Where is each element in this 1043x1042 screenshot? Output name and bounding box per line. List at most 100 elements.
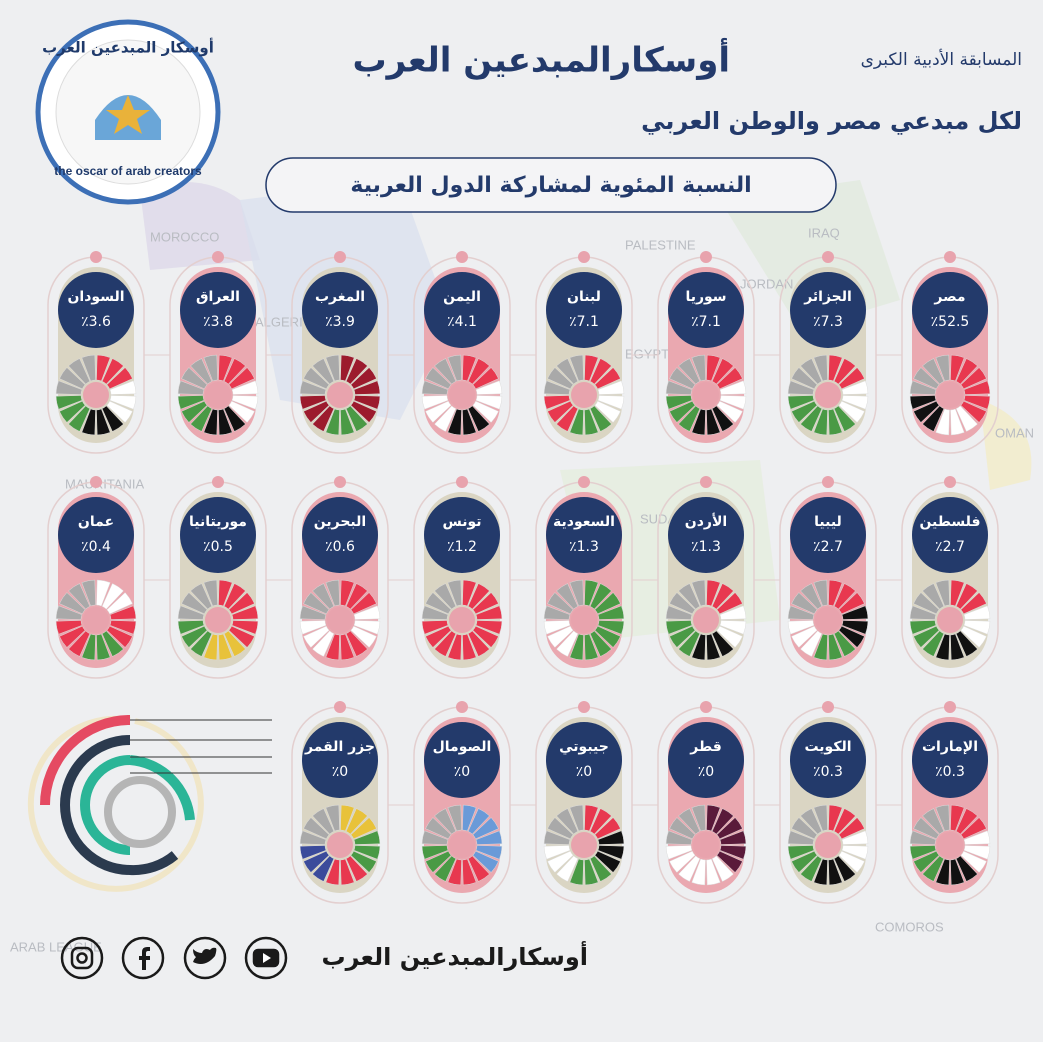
flag-segment	[462, 804, 477, 832]
flag-segment	[963, 605, 991, 620]
instagram-icon[interactable]	[60, 936, 104, 980]
twitter-icon[interactable]	[183, 936, 227, 980]
flag-segment	[231, 605, 259, 620]
flag-segment	[228, 592, 255, 615]
flag-segment	[597, 380, 625, 395]
name-badge	[668, 497, 744, 573]
flag-segment	[181, 400, 208, 423]
heading: النسبة المئوية لمشاركة الدول العربية	[350, 173, 751, 198]
flag-segment	[569, 408, 584, 436]
flag-segment	[345, 358, 368, 385]
country-name: عمان	[78, 514, 114, 530]
country-name: الأردن	[685, 513, 727, 530]
name-badge	[546, 722, 622, 798]
flag-segment	[177, 605, 205, 620]
flag-segment	[340, 408, 355, 436]
flag-segment	[472, 625, 499, 648]
flag-segment	[434, 405, 457, 432]
flag-segment	[203, 633, 218, 661]
heading-pill	[265, 157, 837, 213]
country-card: لبنان ٪7.1	[510, 251, 633, 454]
country-percent: ٪1.3	[569, 539, 599, 555]
logo-star	[106, 95, 150, 134]
flag-segment	[678, 808, 701, 835]
card-dot	[578, 476, 590, 488]
facebook-icon[interactable]	[121, 936, 165, 980]
flag-segment	[787, 605, 815, 620]
country-card: العراق ٪3.8	[144, 251, 267, 454]
country-percent: ٪1.2	[447, 539, 477, 555]
flag-segment	[960, 400, 987, 423]
flag-segment	[691, 354, 706, 382]
flag-segment	[719, 845, 747, 860]
flag-segment	[955, 405, 978, 432]
flag-segment	[813, 354, 828, 382]
flag-segment	[597, 830, 625, 845]
flag-segment	[909, 620, 937, 635]
flag-center	[205, 607, 231, 633]
name-badge	[790, 272, 866, 348]
map-label: IRAQ	[808, 225, 840, 240]
flag-segment	[68, 583, 91, 610]
name-badge	[302, 497, 378, 573]
flag-segment	[462, 354, 477, 382]
youtube-play	[263, 953, 271, 963]
flag-segment	[547, 400, 574, 423]
flag-segment	[665, 845, 693, 860]
flag-segment	[950, 408, 965, 436]
flag-segment	[950, 354, 965, 382]
flag-segment	[218, 354, 233, 382]
flag-segment	[597, 395, 625, 410]
flag-segment	[547, 592, 574, 615]
country-card: ليبيا ٪2.7	[754, 476, 877, 679]
flag-segment	[963, 845, 991, 860]
country-card: المغرب ٪3.9	[266, 251, 389, 454]
country-percent: ٪7.1	[691, 314, 721, 330]
decor-lines	[130, 719, 272, 774]
flag-segment	[960, 625, 987, 648]
flag-segment	[303, 592, 330, 615]
flag-segment	[59, 592, 86, 615]
card-dot	[822, 701, 834, 713]
flag-segment	[312, 583, 335, 610]
flag-segment	[706, 408, 721, 436]
country-name: قطر	[689, 739, 722, 755]
flag-center	[693, 832, 719, 858]
flag-segment	[299, 845, 327, 860]
flag-segment	[678, 358, 701, 385]
flag-segment	[106, 400, 133, 423]
flag-segment	[909, 380, 937, 395]
country-percent: ٪1.3	[691, 539, 721, 555]
flag-center	[937, 382, 963, 408]
flag-segment	[841, 830, 869, 845]
flag-segment	[218, 408, 233, 436]
flag-segment	[800, 630, 823, 657]
flag-segment	[955, 808, 978, 835]
flag-segment	[223, 583, 246, 610]
flag-segment	[203, 408, 218, 436]
flag-segment	[421, 830, 449, 845]
flag-segment	[223, 630, 246, 657]
flag-segment	[81, 633, 96, 661]
flag-segment	[678, 405, 701, 432]
arc	[80, 755, 131, 855]
card-dot	[456, 476, 468, 488]
country-card: السودان ٪3.6	[47, 251, 145, 454]
flag-center	[693, 382, 719, 408]
card-dot	[578, 701, 590, 713]
country-name: المغرب	[315, 289, 365, 305]
flag-segment	[584, 804, 599, 832]
flag-segment	[584, 633, 599, 661]
name-badge	[912, 722, 988, 798]
youtube-icon[interactable]	[244, 936, 288, 980]
country-name: الصومال	[433, 739, 492, 755]
flag-segment	[589, 405, 612, 432]
map-label: MOROCCO	[150, 229, 219, 244]
flag-segment	[109, 380, 137, 395]
flag-segment	[935, 858, 950, 886]
flag-segment	[950, 858, 965, 886]
flag-segment	[963, 620, 991, 635]
flag-segment	[589, 808, 612, 835]
country-card: سوريا ٪7.1	[632, 251, 755, 454]
